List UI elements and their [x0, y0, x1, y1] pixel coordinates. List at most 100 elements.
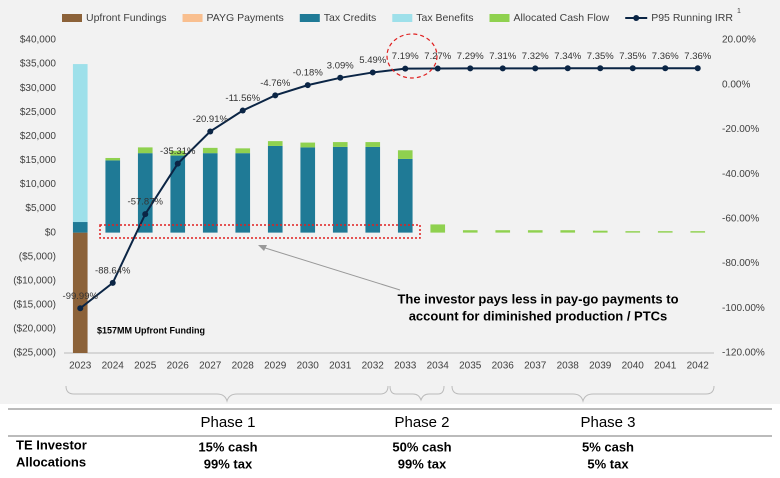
legend-label: PAYG Payments	[207, 12, 284, 24]
legend-label: P95 Running IRR	[651, 12, 733, 24]
y-tick-label: $10,000	[20, 179, 57, 190]
x-tick-label: 2040	[622, 361, 645, 372]
highlight-box	[99, 224, 421, 239]
irr-point	[142, 211, 149, 218]
y-tick-label: $25,000	[20, 107, 57, 118]
table-cell: 15% cash	[198, 439, 257, 454]
table-cell: 5% cash	[582, 439, 634, 454]
data-label: 7.27%	[424, 51, 451, 62]
y2-tick-label: -100.00%	[722, 303, 765, 314]
legend-swatch	[62, 14, 82, 22]
bar	[560, 230, 576, 233]
bar	[105, 160, 121, 233]
x-tick-label: 2036	[492, 361, 515, 372]
irr-point	[109, 279, 116, 286]
irr-point	[402, 65, 409, 72]
y-tick-label: ($25,000)	[13, 348, 56, 359]
bar	[300, 147, 316, 233]
irr-point	[629, 65, 636, 72]
y2-tick-label: -60.00%	[722, 213, 759, 224]
bar	[300, 142, 316, 148]
bar	[657, 231, 673, 233]
bar	[72, 64, 88, 223]
bar	[397, 158, 413, 233]
data-label: -11.56%	[225, 93, 260, 104]
bar	[235, 153, 251, 233]
irr-point	[337, 74, 344, 81]
irr-point	[532, 65, 539, 72]
data-label: -0.18%	[293, 68, 324, 79]
irr-point	[239, 107, 246, 114]
data-label: 7.36%	[652, 51, 679, 62]
x-tick-label: 2028	[232, 361, 255, 372]
bar	[462, 230, 478, 233]
bar	[332, 142, 348, 147]
y2-tick-label: -40.00%	[722, 169, 759, 180]
table-header: Phase 3	[580, 414, 635, 431]
y-tick-label: $30,000	[20, 83, 57, 94]
bar	[365, 146, 381, 233]
bar	[527, 230, 543, 233]
irr-point	[662, 65, 669, 72]
legend-swatch	[182, 14, 203, 22]
x-tick-label: 2037	[524, 361, 547, 372]
x-tick-label: 2024	[102, 361, 125, 372]
x-tick-label: 2041	[654, 361, 677, 372]
y-tick-label: $20,000	[20, 131, 57, 142]
x-tick-label: 2027	[199, 361, 222, 372]
data-label: 7.29%	[457, 51, 484, 62]
bar	[592, 230, 608, 233]
data-label: 7.34%	[554, 51, 581, 62]
plot: ($25,000) ($20,000) ($15,000) ($10,000) ($5,…	[13, 8, 765, 372]
y2-tick-label: 0.00%	[722, 79, 750, 90]
irr-point	[174, 160, 181, 167]
data-label: -99.99%	[63, 291, 99, 302]
x-tick-label: 2039	[589, 361, 612, 372]
legend-swatch	[489, 14, 510, 22]
irr-point	[694, 65, 701, 72]
bar	[690, 231, 706, 233]
data-label: -88.64%	[95, 265, 131, 276]
irr-point	[597, 65, 604, 72]
y-tick-label: ($10,000)	[13, 275, 56, 286]
data-label: -35.31%	[160, 146, 196, 157]
x-tick-label: 2038	[557, 361, 580, 372]
annotation: account for diminished production / PTCs	[409, 308, 668, 323]
legend-marker	[633, 15, 640, 21]
x-tick-label: 2033	[394, 361, 417, 372]
table-cell: 5% tax	[587, 456, 629, 471]
legend-footnote: 1	[737, 8, 741, 15]
table-cell: 50% cash	[392, 439, 451, 454]
data-label: 7.32%	[522, 51, 549, 62]
bar	[202, 147, 218, 154]
y2-tick-label: -120.00%	[722, 348, 765, 359]
irr-point	[304, 82, 311, 89]
y-tick-label: ($15,000)	[13, 299, 56, 310]
bar	[105, 157, 121, 161]
legend-label: Tax Benefits	[416, 12, 473, 24]
table-header: Phase 2	[394, 414, 449, 431]
phase-brace	[65, 385, 389, 403]
y-tick-label: $0	[45, 227, 57, 238]
bar	[137, 153, 153, 233]
bar-annotation: $157MM Upfront Funding	[97, 325, 205, 335]
bar	[365, 142, 381, 147]
legend-swatch	[392, 14, 413, 22]
x-tick-label: 2023	[69, 361, 92, 372]
phase-brace	[389, 385, 445, 402]
table-cell: 99% tax	[204, 456, 253, 471]
x-tick-label: 2030	[297, 361, 320, 372]
bar	[397, 150, 413, 159]
y2-tick-label: -80.00%	[722, 258, 759, 269]
x-tick-label: 2035	[459, 361, 482, 372]
irr-point	[369, 69, 376, 76]
table-cell: 99% tax	[398, 456, 447, 471]
legend-label: Upfront Fundings	[86, 12, 167, 24]
data-label: 7.35%	[619, 51, 646, 62]
x-tick-label: 2026	[167, 361, 190, 372]
y-tick-label: ($5,000)	[19, 251, 56, 262]
data-label: 3.09%	[327, 60, 354, 71]
irr-point	[77, 305, 84, 312]
